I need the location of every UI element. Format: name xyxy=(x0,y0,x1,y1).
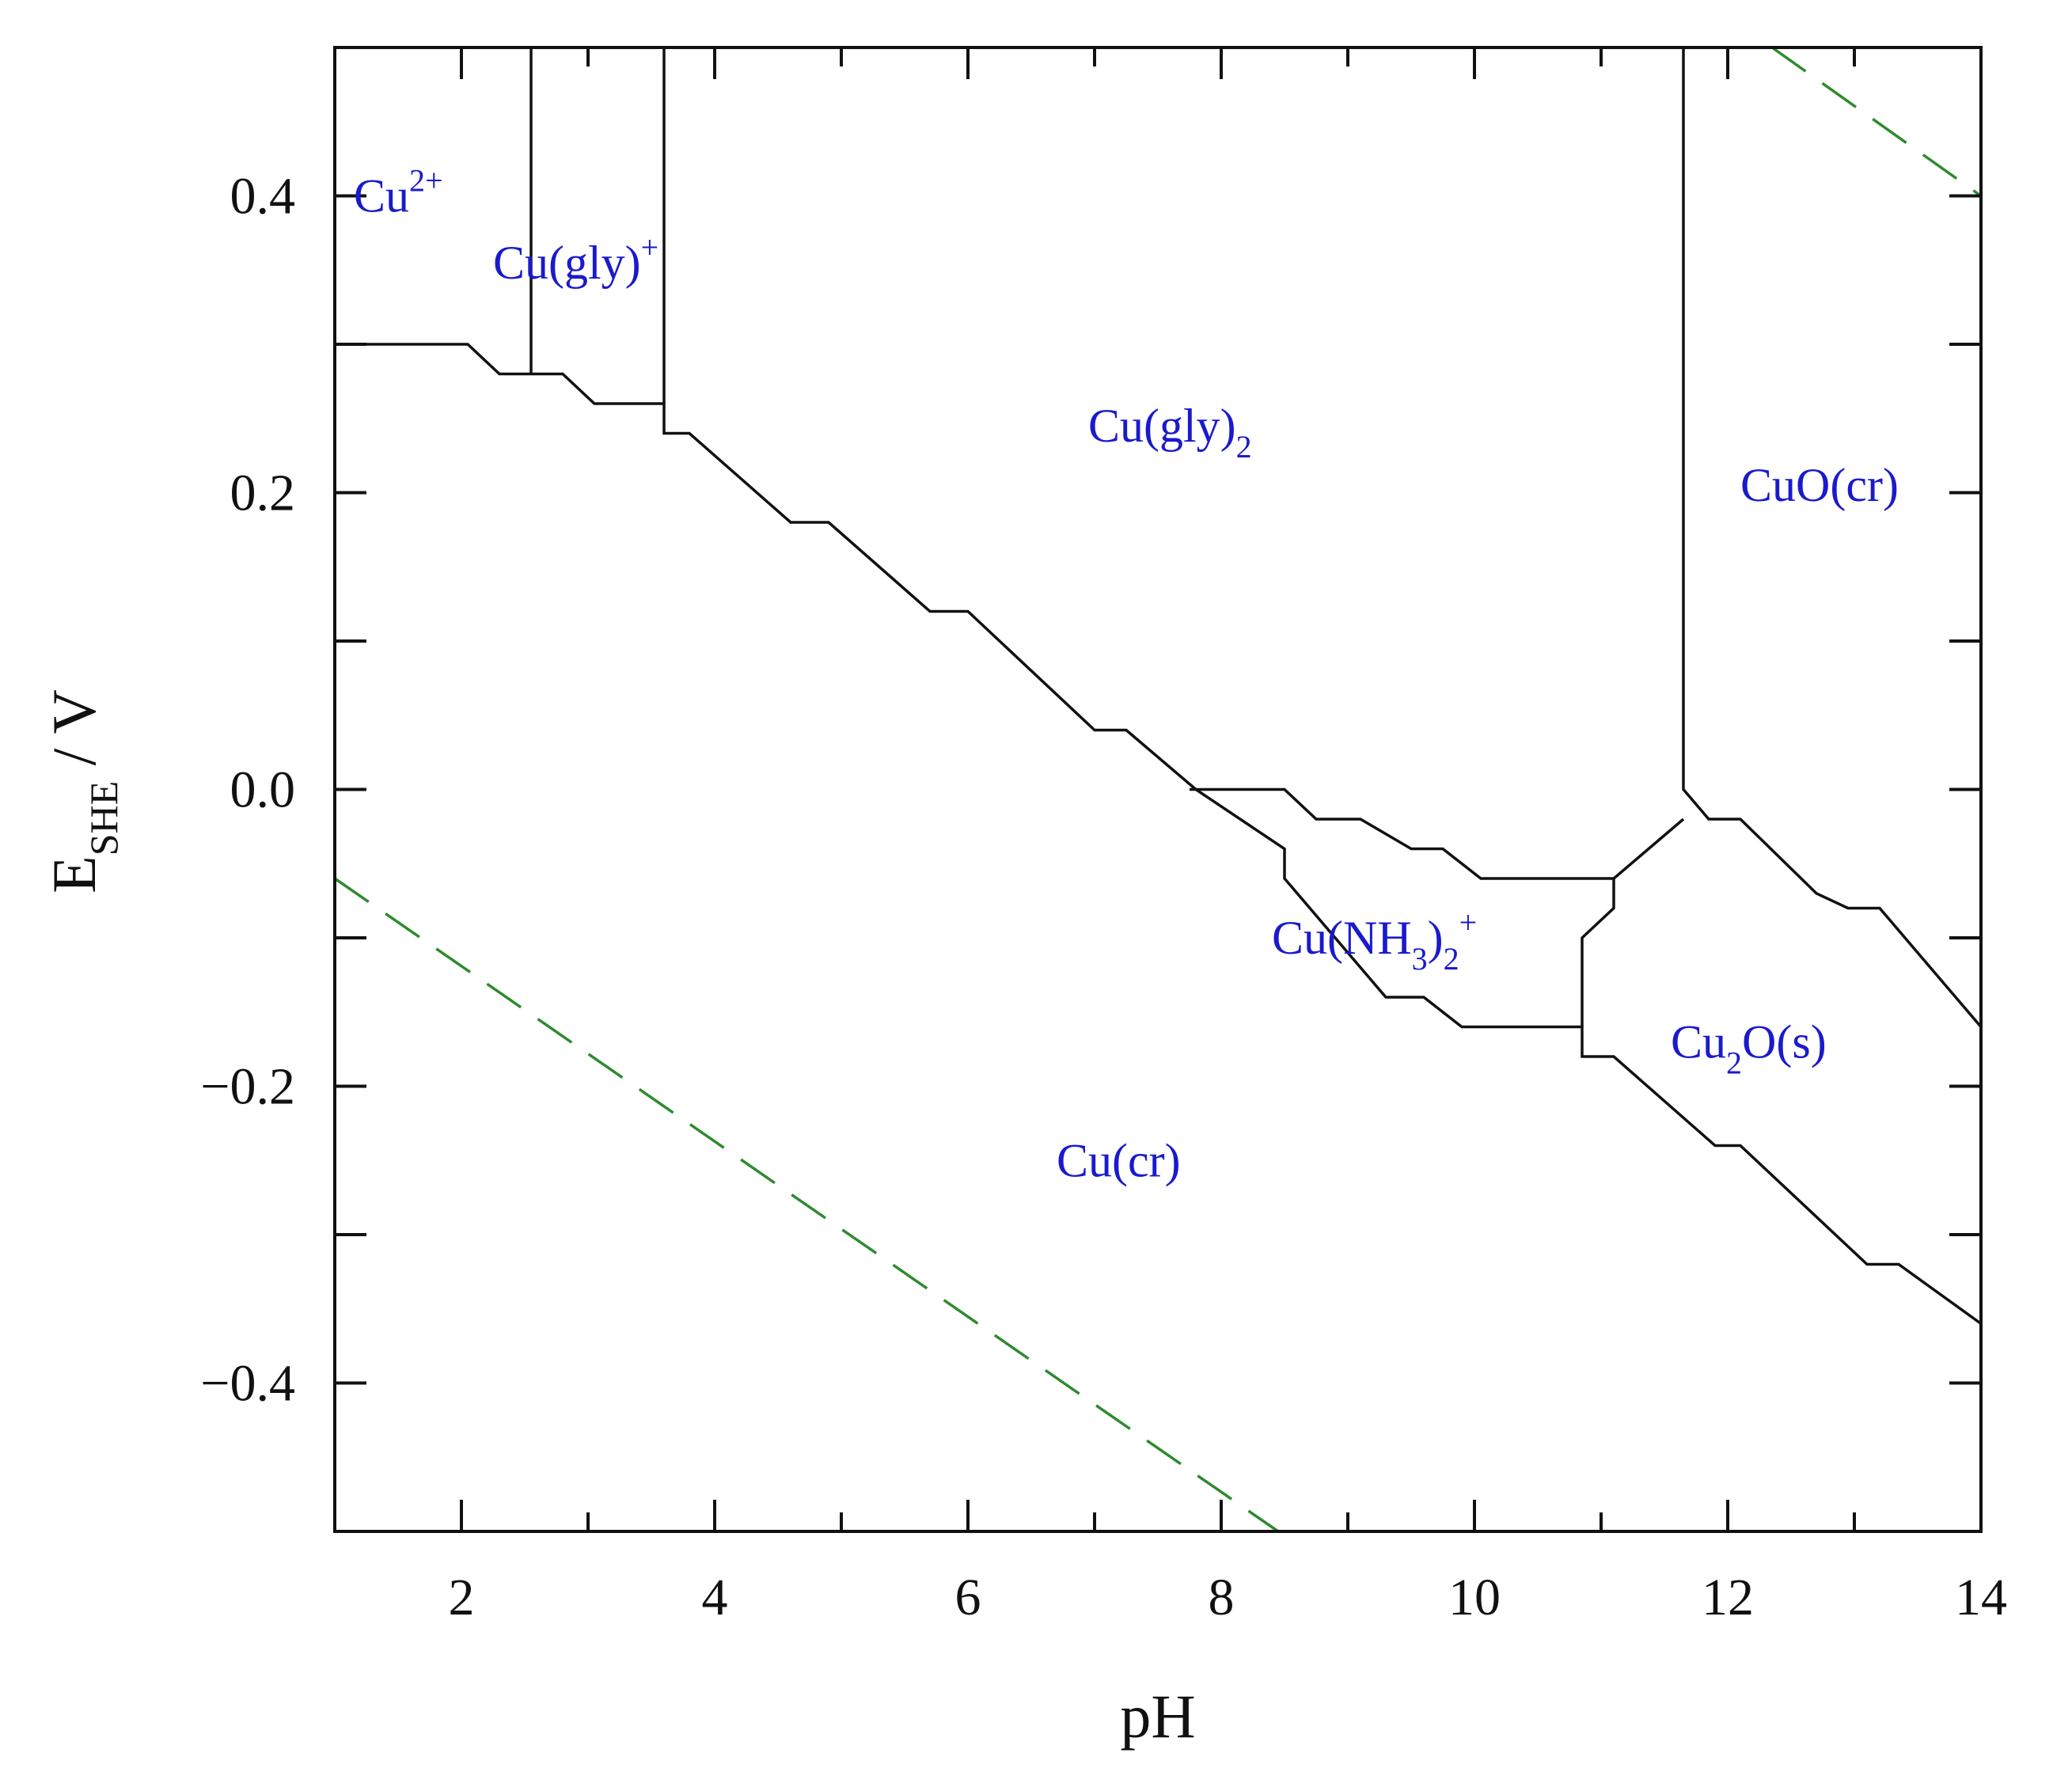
boundary-line-4 xyxy=(1682,47,1983,1028)
y-tick-label: −0.4 xyxy=(200,1355,295,1413)
region-label: Cu(gly)2 xyxy=(1088,400,1252,465)
y-axis-title-main: E xyxy=(40,856,108,894)
region-label-part: 2 xyxy=(1726,1045,1742,1080)
x-tick-label: 4 xyxy=(702,1569,728,1626)
x-tick-label: 10 xyxy=(1448,1569,1501,1626)
region-label-part: ) xyxy=(1428,912,1444,964)
y-axis-title: ESHE / V xyxy=(40,689,126,894)
region-label-part: 2 xyxy=(1236,429,1252,465)
y-tick-label: 0.4 xyxy=(230,168,296,226)
y-axis-title-subscript: SHE xyxy=(82,781,126,856)
water-stability-lines xyxy=(334,46,1983,1533)
region-label-part: Cu(gly) xyxy=(493,237,641,289)
region-label: CuO(cr) xyxy=(1740,459,1899,511)
x-tick-label: 14 xyxy=(1955,1569,2007,1626)
region-label-part: Cu xyxy=(354,170,409,222)
boundary-line-1 xyxy=(335,343,1983,1325)
y-tick-label: 0.2 xyxy=(230,465,296,522)
y-axis-title-unit: / V xyxy=(40,689,108,781)
phase-boundaries xyxy=(335,47,1983,1325)
region-label-part: Cu(cr) xyxy=(1057,1134,1181,1186)
boundary-line-5 xyxy=(1190,787,1614,880)
region-label-part: Cu(gly) xyxy=(1088,400,1236,452)
y-tick-label: −0.2 xyxy=(200,1058,295,1116)
region-label: Cu2O(s) xyxy=(1671,1015,1827,1080)
x-tick-label: 2 xyxy=(449,1569,475,1626)
water-line-2 xyxy=(1770,46,1983,197)
region-label: Cu2+ xyxy=(354,163,443,222)
region-label-part: CuO(cr) xyxy=(1740,459,1899,511)
x-axis-title: pH xyxy=(1120,1682,1195,1751)
region-label-part: 3 xyxy=(1412,941,1428,977)
region-label: Cu(gly)+ xyxy=(493,230,658,289)
region-label: Cu(cr) xyxy=(1057,1134,1181,1186)
region-labels: Cu2+Cu(gly)+Cu(gly)2CuO(cr)Cu(NH3)2+Cu2O… xyxy=(354,163,1899,1187)
region-label-part: + xyxy=(641,230,659,265)
region-label-part: + xyxy=(1459,905,1478,940)
region-label-part: 2 xyxy=(1444,941,1459,977)
boundary-line-6 xyxy=(1581,818,1685,1027)
region-label-part: 2+ xyxy=(409,163,443,199)
x-tick-label: 8 xyxy=(1209,1569,1235,1626)
region-label-part: Cu(NH xyxy=(1272,912,1412,964)
region-label-part: Cu xyxy=(1671,1015,1726,1068)
y-tick-label: 0.0 xyxy=(230,761,296,819)
region-label-part: O(s) xyxy=(1742,1015,1827,1068)
x-tick-label: 12 xyxy=(1702,1569,1754,1626)
region-label: Cu(NH3)2+ xyxy=(1272,905,1477,977)
water-line-1 xyxy=(334,877,1279,1533)
axis-ticks: 2 4 6 8 10 12 14 −0.4 −0.2 0.0 0.2 0.4 xyxy=(200,47,2007,1626)
x-tick-label: 6 xyxy=(955,1569,981,1626)
